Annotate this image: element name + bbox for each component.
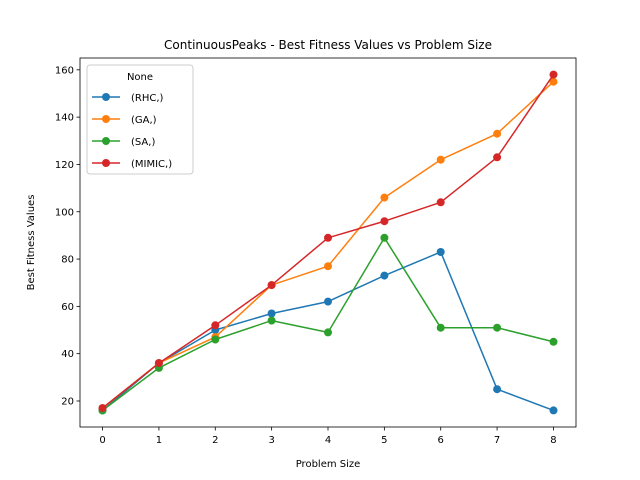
- x-tick-label-7: 7: [494, 435, 500, 446]
- legend-title: None: [127, 72, 153, 83]
- y-tick-label-3: 80: [61, 255, 74, 266]
- y-tick-label-2: 60: [61, 302, 74, 313]
- y-tick-label-7: 160: [55, 65, 74, 76]
- legend-frame: [86, 64, 194, 175]
- legend-label-0: (RHC,): [131, 93, 164, 104]
- legend-entries: (RHC,) (GA,) (SA,) (MIMIC,): [92, 93, 172, 170]
- x-axis-label: Problem Size: [296, 459, 361, 470]
- series-layer: [98, 70, 558, 415]
- data-point-1-4: [324, 262, 332, 271]
- data-point-2-3: [267, 316, 276, 325]
- data-point-2-5: [380, 233, 389, 242]
- legend-label-1: (GA,): [131, 115, 157, 126]
- data-point-2-6: [436, 323, 445, 332]
- x-tick-label-5: 5: [381, 435, 387, 446]
- data-point-0-8: [549, 406, 558, 415]
- data-point-3-3: [267, 281, 276, 290]
- legend-marker-1: [102, 115, 110, 123]
- x-tick-label-3: 3: [268, 435, 274, 446]
- data-point-3-4: [324, 233, 332, 242]
- x-tick-label-6: 6: [438, 435, 444, 446]
- y-tick-label-4: 100: [55, 207, 74, 218]
- x-tick-label-8: 8: [550, 435, 556, 446]
- data-point-0-3: [267, 309, 276, 318]
- data-point-3-6: [436, 198, 445, 207]
- data-point-1-6: [436, 155, 445, 164]
- data-point-3-0: [98, 404, 107, 413]
- axes-layer: 0 1 2 3 4 5 6 7 8 20 40 60 80 100 120 140 160: [55, 57, 577, 446]
- data-point-2-4: [324, 328, 332, 337]
- legend-label-2: (SA,): [131, 137, 155, 148]
- x-tick-label-1: 1: [156, 435, 162, 446]
- data-point-1-7: [493, 129, 502, 138]
- data-point-0-5: [380, 271, 389, 280]
- legend-marker-2: [102, 137, 110, 145]
- legend-marker-0: [102, 93, 110, 101]
- legend-label-3: (MIMIC,): [131, 159, 172, 170]
- data-point-1-8: [549, 77, 558, 86]
- data-point-2-8: [549, 337, 558, 346]
- y-tick-label-0: 20: [61, 396, 74, 407]
- chart-title: ContinuousPeaks - Best Fitness Values vs…: [164, 38, 492, 52]
- x-tick-label-4: 4: [325, 435, 331, 446]
- y-axis-label: Best Fitness Values: [26, 195, 37, 291]
- legend-marker-3: [102, 159, 110, 167]
- data-point-3-1: [154, 359, 163, 368]
- data-point-3-5: [380, 217, 389, 226]
- data-point-2-2: [211, 335, 220, 344]
- data-point-1-5: [380, 193, 389, 202]
- data-point-2-7: [493, 323, 502, 332]
- y-tick-label-1: 40: [61, 349, 74, 360]
- data-point-0-6: [436, 248, 445, 256]
- data-point-3-2: [211, 321, 220, 330]
- y-tick-label-6: 140: [55, 113, 74, 124]
- legend: None (RHC,) (GA,) (SA,) (MIMIC,): [86, 64, 194, 175]
- x-tick-label-0: 0: [99, 435, 105, 446]
- x-tick-label-2: 2: [212, 435, 218, 446]
- y-tick-label-5: 120: [55, 160, 74, 171]
- data-point-0-7: [493, 385, 502, 394]
- data-point-3-8: [549, 70, 558, 79]
- data-point-3-7: [493, 153, 502, 162]
- data-point-0-4: [324, 297, 332, 306]
